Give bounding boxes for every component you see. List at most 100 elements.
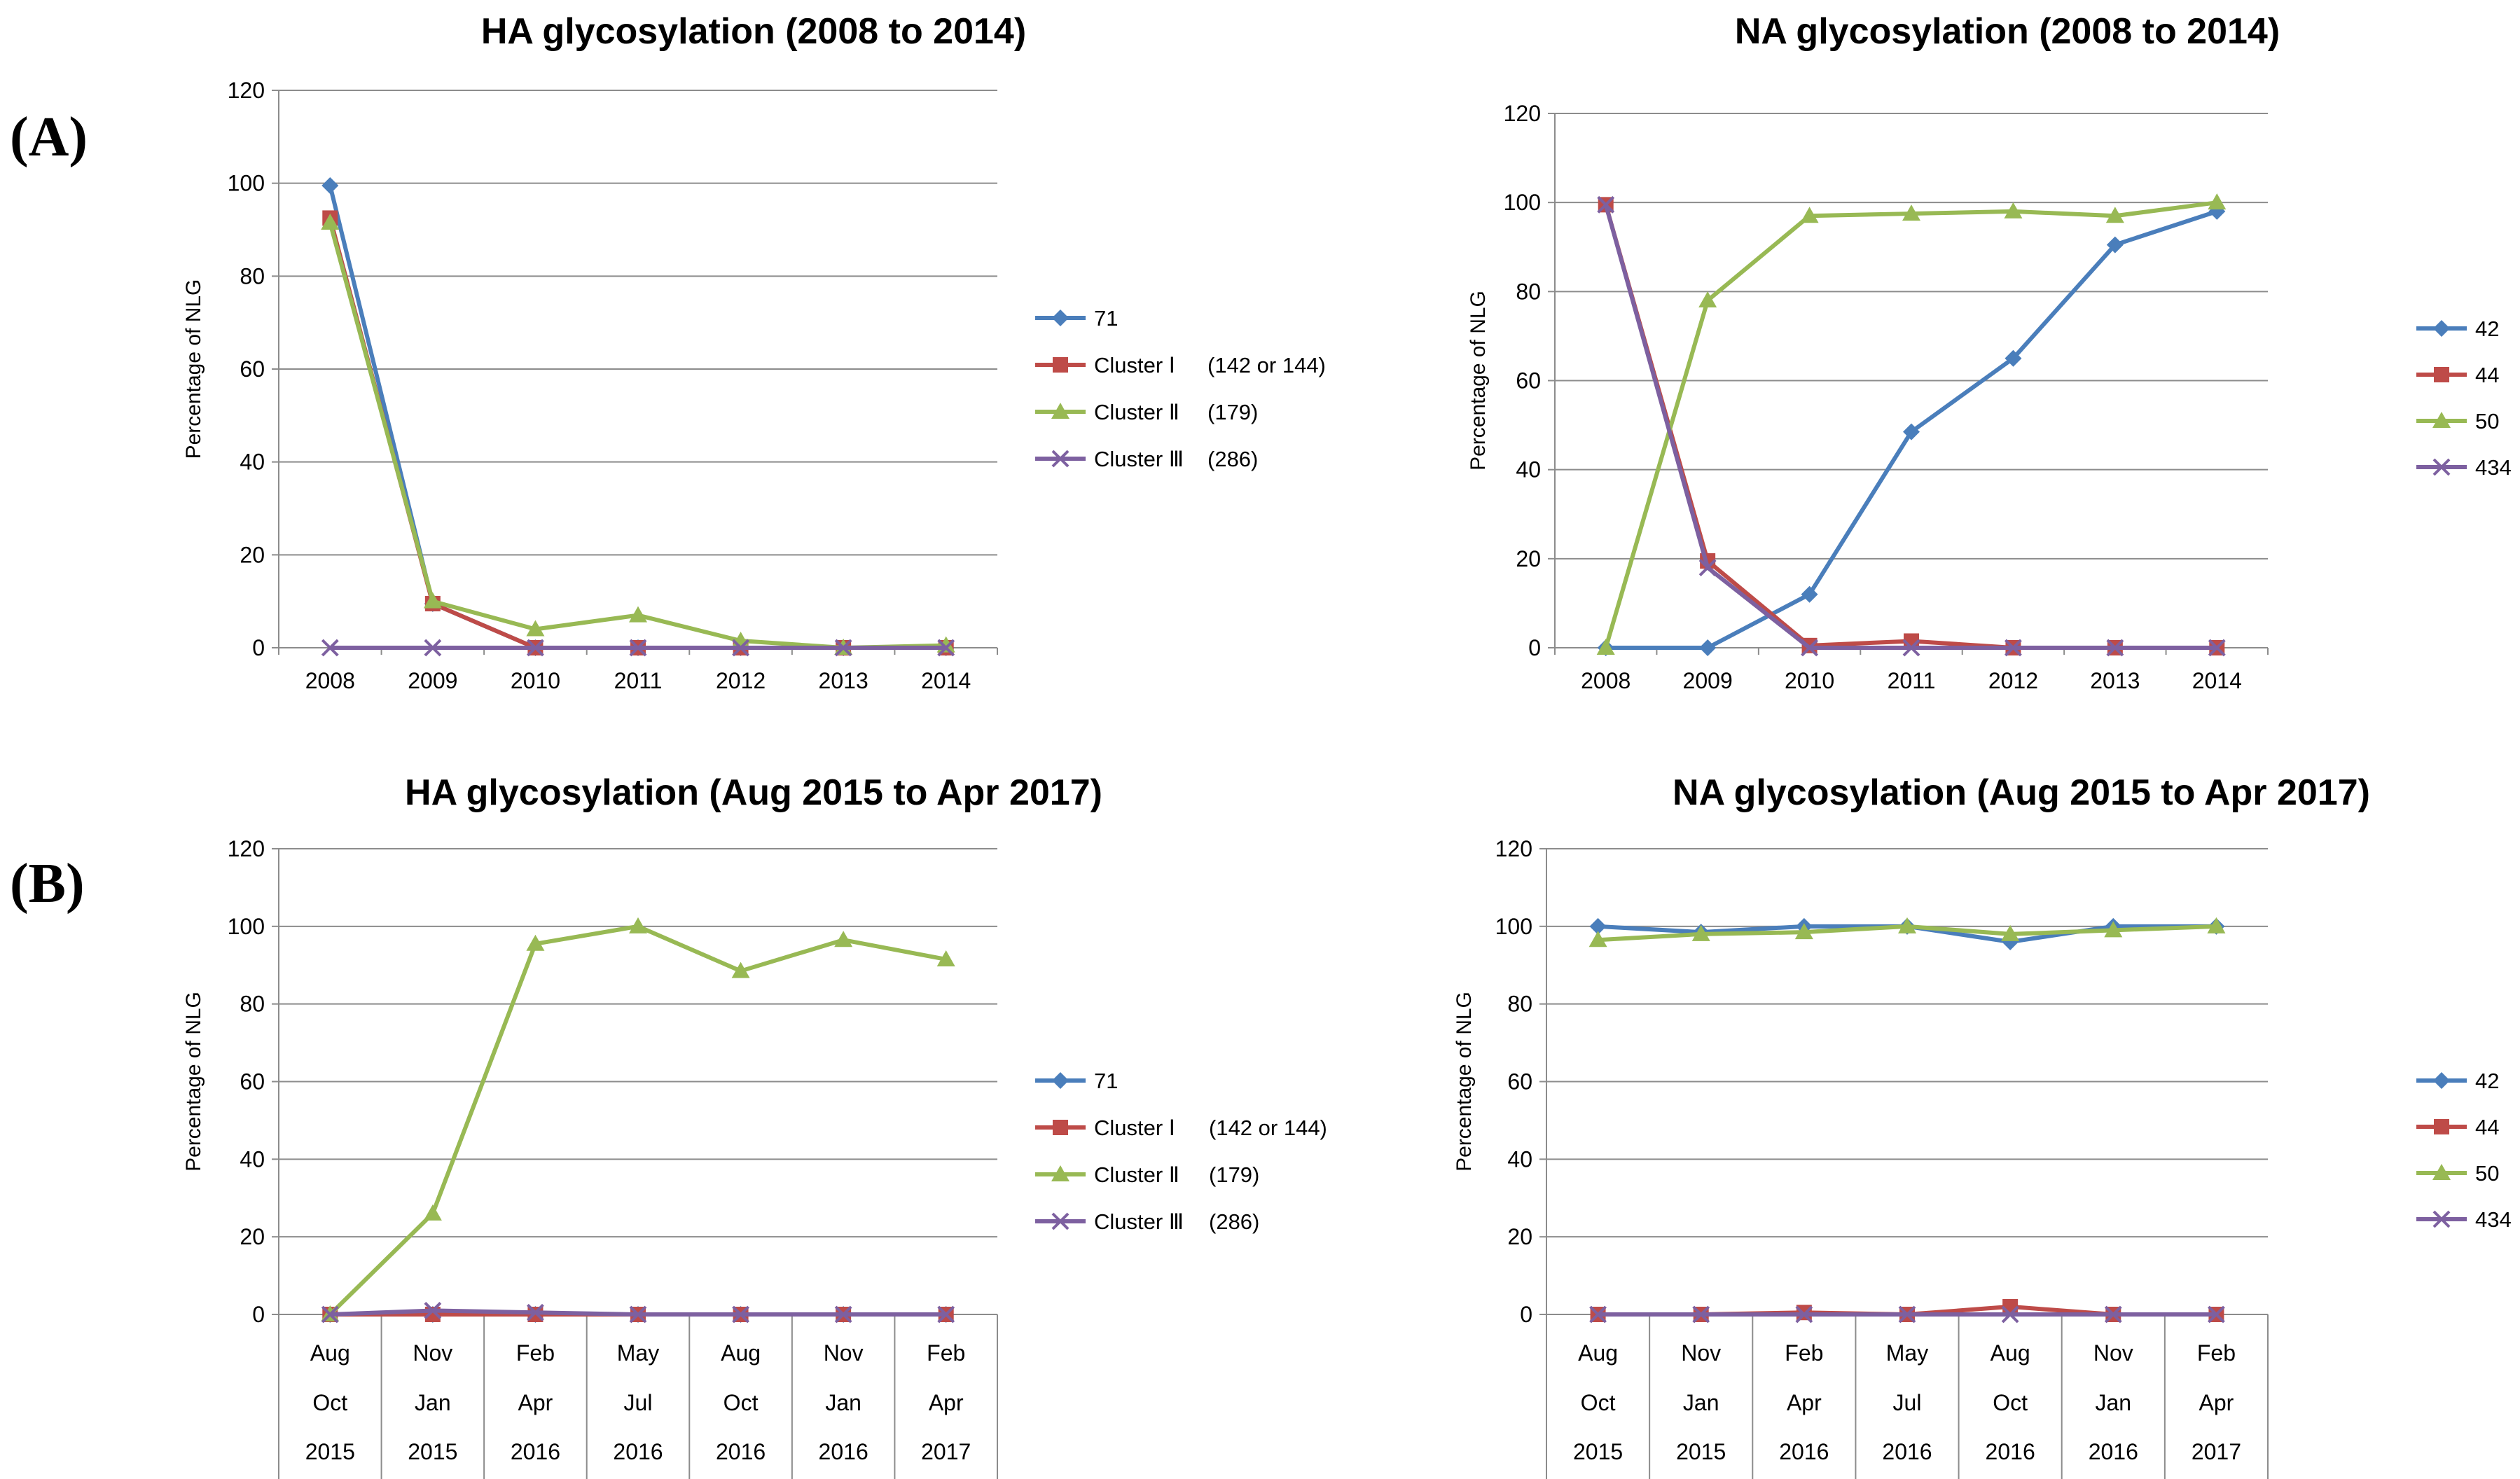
x-tick-label: Aug	[310, 1340, 350, 1366]
y-tick-label: 100	[228, 171, 265, 196]
y-tick-label: 80	[240, 992, 265, 1017]
y-tick-label: 0	[252, 1302, 265, 1327]
data-point	[423, 592, 442, 609]
legend-marker	[1051, 1212, 1069, 1230]
x-tick-label: 2015	[1676, 1439, 1726, 1464]
y-tick-label: 0	[252, 635, 265, 660]
legend-detail: (286)	[1207, 447, 1258, 471]
data-point	[2001, 1305, 2019, 1324]
x-tick-label: Nov	[824, 1340, 864, 1366]
data-point	[1794, 923, 1813, 940]
x-tick-label: Feb	[2197, 1340, 2236, 1366]
data-point	[2106, 639, 2124, 657]
data-point	[629, 606, 647, 623]
legend-marker	[1053, 357, 1068, 373]
x-tick-label: Feb	[1785, 1340, 1823, 1366]
data-point	[321, 214, 340, 230]
x-tick-label: 2016	[613, 1439, 663, 1464]
x-tick-label: 2015	[408, 1439, 457, 1464]
legend-detail: (179)	[1207, 400, 1258, 424]
data-point	[2208, 193, 2227, 210]
data-point	[629, 1305, 647, 1324]
legend-marker	[1052, 310, 1069, 326]
series-line-71	[328, 185, 946, 650]
x-tick-label: 2008	[1581, 668, 1631, 693]
legend-marker	[1051, 450, 1069, 468]
x-tick-label: 2016	[511, 1439, 560, 1464]
data-point	[937, 1305, 955, 1324]
data-point	[321, 176, 339, 194]
data-point	[629, 917, 647, 933]
x-tick-label: 2014	[2192, 668, 2242, 693]
legend-detail: (142 or 144)	[1209, 1116, 1327, 1140]
data-point	[629, 639, 647, 657]
chart-title: NA glycosylation (2008 to 2014)	[1735, 11, 2280, 52]
legend-marker	[1053, 1120, 1068, 1135]
y-axis-label: Percentage of NLG	[1467, 291, 1490, 471]
y-tick-label: 60	[240, 1069, 265, 1095]
legend-label: 42	[2475, 317, 2499, 341]
legend-detail: (142 or 144)	[1207, 353, 1326, 377]
x-tick-label: 2017	[2192, 1439, 2241, 1464]
legend-label: Cluster Ⅲ	[1094, 1209, 1184, 1234]
y-tick-label: 120	[228, 836, 265, 861]
data-point	[1898, 1305, 1916, 1324]
data-point	[732, 639, 749, 657]
x-tick-label: Oct	[312, 1390, 347, 1415]
x-tick-label: Apr	[2199, 1390, 2234, 1415]
legend-label: Cluster Ⅱ	[1094, 1162, 1179, 1187]
legend-marker	[2434, 1119, 2449, 1134]
data-point	[1589, 1305, 1607, 1324]
legend-marker	[2432, 1164, 2451, 1180]
x-tick-label: Oct	[1581, 1390, 1616, 1415]
x-tick-label: Apr	[1787, 1390, 1822, 1415]
y-tick-label: 40	[1507, 1146, 1532, 1172]
x-tick-label: 2015	[1573, 1439, 1623, 1464]
data-point	[1903, 423, 1920, 440]
y-tick-label: 60	[240, 356, 265, 382]
y-tick-label: 60	[1516, 368, 1541, 394]
x-tick-label: Oct	[1993, 1390, 2028, 1415]
x-tick-label: Feb	[927, 1340, 965, 1366]
legend-label: 50	[2475, 1161, 2499, 1186]
legend-detail: (286)	[1209, 1209, 1259, 1234]
y-tick-label: 120	[1495, 836, 1532, 861]
x-tick-label: 2013	[2090, 668, 2140, 693]
legend-label: Cluster Ⅱ	[1094, 400, 1179, 424]
x-tick-label: 2009	[408, 668, 457, 693]
chart-ha-2015-2017: HA glycosylation (Aug 2015 to Apr 2017) 0…	[182, 772, 1327, 1479]
data-point	[1698, 559, 1717, 576]
data-point	[1902, 639, 1920, 657]
x-tick-label: Apr	[929, 1390, 964, 1415]
x-tick-label: Oct	[724, 1390, 759, 1415]
x-tick-label: 2012	[716, 668, 766, 693]
data-point	[834, 931, 853, 947]
legend-marker	[1051, 403, 1069, 419]
data-point	[2001, 924, 2020, 941]
panel-label-b: (B)	[10, 853, 85, 915]
y-tick-label: 0	[1520, 1302, 1532, 1327]
legend-label: 434	[2475, 1207, 2512, 1232]
data-point	[1691, 924, 1710, 941]
data-point	[526, 620, 545, 637]
x-tick-label: 2017	[921, 1439, 971, 1464]
y-tick-label: 20	[240, 542, 265, 567]
x-tick-label: 2016	[1779, 1439, 1829, 1464]
legend-label: 42	[2475, 1069, 2499, 1093]
data-point	[2207, 917, 2226, 933]
y-tick-label: 100	[1504, 190, 1541, 215]
data-point	[2004, 202, 2023, 218]
data-point	[424, 1302, 442, 1319]
x-tick-label: 2016	[2089, 1439, 2138, 1464]
legend-label: Cluster Ⅰ	[1094, 353, 1175, 377]
y-tick-label: 120	[1504, 101, 1541, 126]
data-point	[527, 639, 544, 657]
series-line-Cluster-Ⅱ	[328, 222, 946, 650]
data-point	[2208, 639, 2226, 657]
x-tick-label: 2016	[819, 1439, 868, 1464]
legend-label: 44	[2475, 1115, 2499, 1139]
y-tick-label: 0	[1528, 635, 1541, 660]
x-tick-label: Jan	[415, 1390, 451, 1415]
data-point	[2104, 1305, 2122, 1324]
data-point	[1589, 917, 1607, 935]
